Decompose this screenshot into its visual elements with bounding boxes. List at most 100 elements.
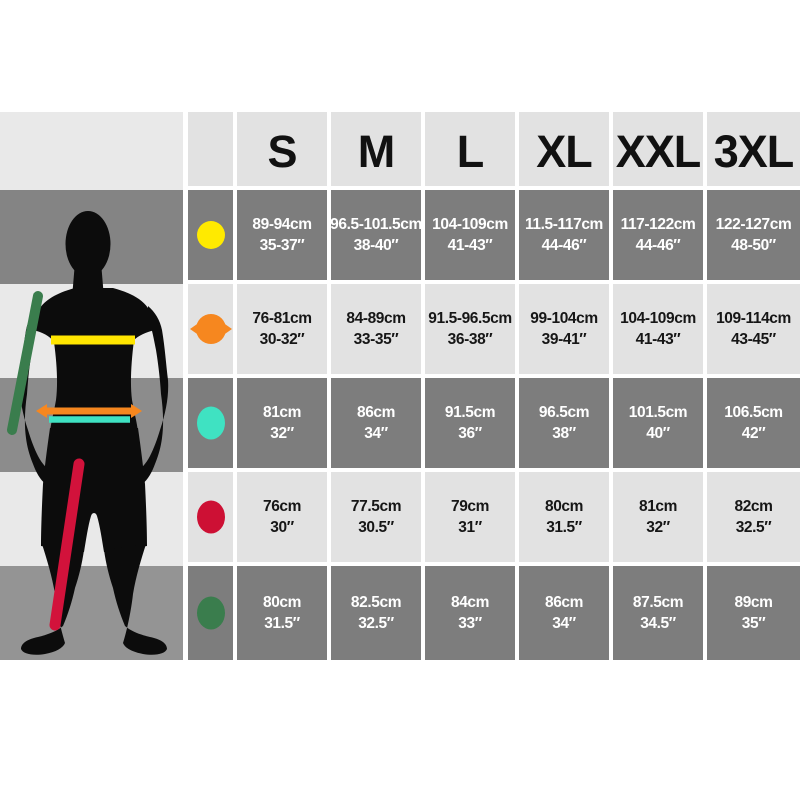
orange-arrow-dot-cell [188, 284, 233, 374]
cell-green-dot-s: 80cm 31.5″ [237, 566, 327, 660]
green-dot-cell [188, 566, 233, 660]
cm-value: 104-109cm [620, 310, 696, 327]
red-dot-icon [196, 500, 225, 534]
inch-value: 35-37″ [259, 237, 305, 254]
cell-orange-arrow-dot-xl: 99-104cm 39-41″ [519, 284, 609, 374]
size-header-l: L [425, 112, 515, 186]
cell-yellow-dot-s: 89-94cm 35-37″ [237, 190, 327, 280]
cell-green-dot-l: 84cm 33″ [425, 566, 515, 660]
yellow-dot-cell [188, 190, 233, 280]
turquoise-dot-cell [188, 378, 233, 468]
cell-green-dot-m: 82.5cm 32.5″ [331, 566, 421, 660]
inch-value: 34″ [364, 425, 388, 442]
inch-value: 41-43″ [447, 237, 493, 254]
inch-value: 31.5″ [546, 519, 582, 536]
inch-value: 40″ [646, 425, 670, 442]
cm-value: 82cm [734, 498, 773, 515]
cell-turquoise-dot-xxl: 101.5cm 40″ [613, 378, 703, 468]
cm-value: 11.5-117cm [525, 216, 603, 233]
cm-value: 91.5-96.5cm [428, 310, 512, 327]
cell-red-dot-l: 79cm 31″ [425, 472, 515, 562]
inch-value: 30.5″ [358, 519, 394, 536]
cell-red-dot-m: 77.5cm 30.5″ [331, 472, 421, 562]
cm-value: 80cm [262, 594, 302, 611]
cm-value: 96.5-101.5cm [330, 216, 422, 233]
background-band-header [0, 112, 183, 190]
cell-orange-arrow-dot-m: 84-89cm 33-35″ [331, 284, 421, 374]
cm-value: 91.5cm [444, 404, 496, 421]
mannequin-silhouette [7, 211, 169, 655]
cell-red-dot-s: 76cm 30″ [237, 472, 327, 562]
torso [33, 288, 155, 432]
cm-value: 89-94cm [252, 216, 312, 233]
cm-value: 109-114cm [716, 310, 791, 327]
right-leg [104, 544, 167, 655]
cell-green-dot-xxl: 87.5cm 34.5″ [613, 566, 703, 660]
right-arm [127, 306, 169, 487]
inch-value: 32″ [270, 425, 294, 442]
cell-turquoise-dot-m: 86cm 34″ [331, 378, 421, 468]
size-header-3xl: 3XL [707, 112, 800, 186]
inch-value: 48-50″ [731, 237, 776, 254]
cell-turquoise-dot-l: 91.5cm 36″ [425, 378, 515, 468]
sleeve-line [7, 291, 43, 435]
inch-value: 41-43″ [635, 331, 681, 348]
cell-turquoise-dot-xl: 96.5cm 38″ [519, 378, 609, 468]
cell-red-dot-xxl: 81cm 32″ [613, 472, 703, 562]
cm-value: 80cm [544, 498, 584, 515]
cell-red-dot-xl: 80cm 31.5″ [519, 472, 609, 562]
cm-value: 79cm [450, 498, 490, 515]
cm-value: 76-81cm [252, 310, 312, 327]
figure-panel [0, 112, 183, 660]
cm-value: 87.5cm [632, 594, 684, 611]
inch-value: 34″ [552, 615, 576, 632]
inch-value: 38″ [552, 425, 576, 442]
size-header-xxl: XXL [613, 112, 703, 186]
green-dot-icon [196, 596, 225, 630]
size-header-s: S [237, 112, 327, 186]
cm-value: 84cm [450, 594, 490, 611]
cell-orange-arrow-dot-s: 76-81cm 30-32″ [237, 284, 327, 374]
inch-value: 32″ [646, 519, 670, 536]
cm-value: 96.5cm [538, 404, 590, 421]
cell-red-dot-3xl: 82cm 32.5″ [707, 472, 800, 562]
inch-value: 34.5″ [640, 615, 676, 632]
cell-turquoise-dot-s: 81cm 32″ [237, 378, 327, 468]
cell-green-dot-3xl: 89cm 35″ [707, 566, 800, 660]
cm-value: 76cm [262, 498, 302, 515]
cm-value: 89cm [734, 594, 773, 611]
cell-yellow-dot-xl: 11.5-117cm 44-46″ [519, 190, 609, 280]
inch-value: 33-35″ [353, 331, 399, 348]
marker-column-header [188, 112, 233, 186]
inch-value: 30″ [270, 519, 294, 536]
cm-value: 104-109cm [432, 216, 508, 233]
cm-value: 82.5cm [350, 594, 402, 611]
cm-value: 81cm [638, 498, 678, 515]
red-dot-cell [188, 472, 233, 562]
cm-value: 84-89cm [346, 310, 406, 327]
cm-value: 86cm [544, 594, 584, 611]
cell-turquoise-dot-3xl: 106.5cm 42″ [707, 378, 800, 468]
cm-value: 117-122cm [620, 216, 696, 233]
inch-value: 38-40″ [353, 237, 399, 254]
cm-value: 122-127cm [715, 216, 792, 233]
waist-arrow-right [131, 404, 142, 418]
inch-value: 44-46″ [541, 237, 587, 254]
cm-value: 86cm [356, 404, 396, 421]
inch-value: 33″ [458, 615, 482, 632]
cell-orange-arrow-dot-3xl: 109-114cm 43-45″ [707, 284, 800, 374]
inseam-line [49, 458, 85, 631]
inch-value: 36-38″ [447, 331, 493, 348]
inch-value: 31.5″ [264, 615, 300, 632]
cell-orange-arrow-dot-l: 91.5-96.5cm 36-38″ [425, 284, 515, 374]
orange-arrow-dot-icon [189, 314, 232, 344]
inch-value: 42″ [741, 425, 766, 442]
size-header-m: M [331, 112, 421, 186]
inch-value: 36″ [458, 425, 482, 442]
cm-value: 99-104cm [530, 310, 598, 327]
size-header-xl: XL [519, 112, 609, 186]
inch-value: 32.5″ [735, 519, 772, 536]
cell-yellow-dot-3xl: 122-127cm 48-50″ [707, 190, 800, 280]
